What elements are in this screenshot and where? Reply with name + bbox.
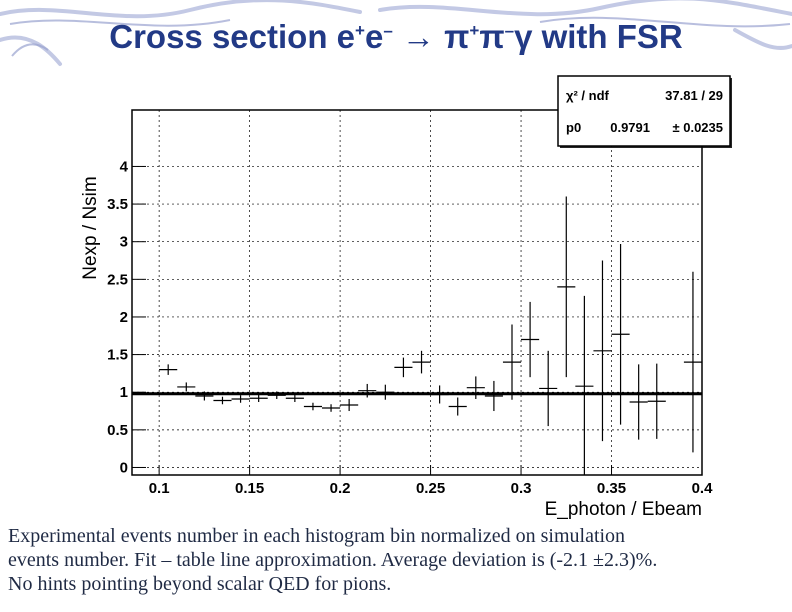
data-point — [521, 301, 540, 378]
data-point — [213, 396, 232, 405]
data-point — [502, 324, 522, 400]
plot-area — [131, 109, 703, 476]
data-point — [448, 397, 467, 416]
plot-frame: 0.1 0.15 0.2 0.25 0.3 0.35 0.4 0 0.5 1 1.5 2 2.5 3 3.5… — [60, 68, 734, 520]
x-tick-label: 0.15 — [235, 480, 264, 497]
data-point — [249, 394, 268, 402]
data-point — [394, 357, 413, 378]
chi2-value: 37.81 / 29 — [665, 88, 723, 103]
slide-title: Cross section e+e– → π+π–γ with FSR — [0, 18, 792, 56]
p0-label: p0 — [566, 120, 581, 135]
data-point — [177, 382, 196, 392]
title-sup: – — [504, 21, 515, 40]
caption-line: events number. Fit – table line approxim… — [8, 549, 658, 571]
y-tick-label: 0.5 — [107, 422, 128, 439]
data-point — [340, 398, 359, 412]
stats-box: χ² / ndf 37.81 / 29 p0 0.9791 ± 0.0235 — [557, 75, 734, 148]
title-sup: – — [383, 21, 393, 40]
data-point — [557, 196, 576, 378]
x-tick-label: 0.3 — [511, 480, 532, 497]
title-part: π — [479, 18, 505, 55]
data-point — [683, 271, 702, 453]
caption-line: Experimental events number in each histo… — [8, 525, 626, 547]
data-point — [231, 395, 250, 403]
data-point — [629, 364, 648, 440]
x-tick-label: 0.1 — [149, 480, 170, 497]
data-point — [593, 260, 612, 442]
x-tick-label: 0.4 — [692, 480, 714, 497]
y-axis-label: Nexp / Nsim — [80, 176, 101, 279]
title-sup: + — [469, 21, 480, 40]
y-tick-label: 1 — [120, 384, 128, 401]
p0-error: ± 0.0235 — [672, 120, 723, 135]
y-tick-label: 0 — [120, 459, 128, 476]
data-point — [539, 350, 558, 427]
data-point — [322, 404, 341, 412]
title-part: Cross section e — [109, 18, 356, 55]
data-point — [376, 384, 395, 400]
x-tick-label: 0.35 — [597, 480, 626, 497]
title-part: → π — [392, 18, 470, 55]
data-point — [575, 295, 594, 475]
title-sup: + — [355, 21, 365, 40]
histogram-chart: 0.1 0.15 0.2 0.25 0.3 0.35 0.4 0 0.5 1 1.5 2 2.5 3 3.5… — [80, 75, 734, 520]
y-tick-label: 2 — [120, 309, 128, 326]
data-point — [159, 364, 178, 375]
slide-caption: Experimental events number in each histo… — [8, 524, 790, 596]
y-tick-label: 1.5 — [107, 347, 128, 364]
x-axis-label: E_photon / Ebeam — [545, 499, 702, 520]
data-point — [484, 380, 503, 412]
title-part: e — [364, 18, 384, 55]
data-point — [647, 363, 666, 439]
y-tick-label: 3 — [120, 234, 128, 251]
x-tick-label: 0.2 — [330, 480, 351, 497]
data-point — [303, 402, 322, 411]
p0-value: 0.9791 — [610, 120, 650, 135]
x-tick-label: 0.25 — [416, 480, 445, 497]
data-point — [285, 394, 304, 402]
title-part: γ with FSR — [514, 18, 683, 55]
data-point — [412, 350, 431, 374]
caption-line: No hints pointing beyond scalar QED for … — [8, 573, 392, 595]
chi2-label: χ² / ndf — [566, 88, 610, 103]
y-tick-label: 2.5 — [107, 271, 128, 288]
y-tick-label: 3.5 — [107, 196, 128, 213]
y-tick-label: 4 — [120, 158, 129, 175]
